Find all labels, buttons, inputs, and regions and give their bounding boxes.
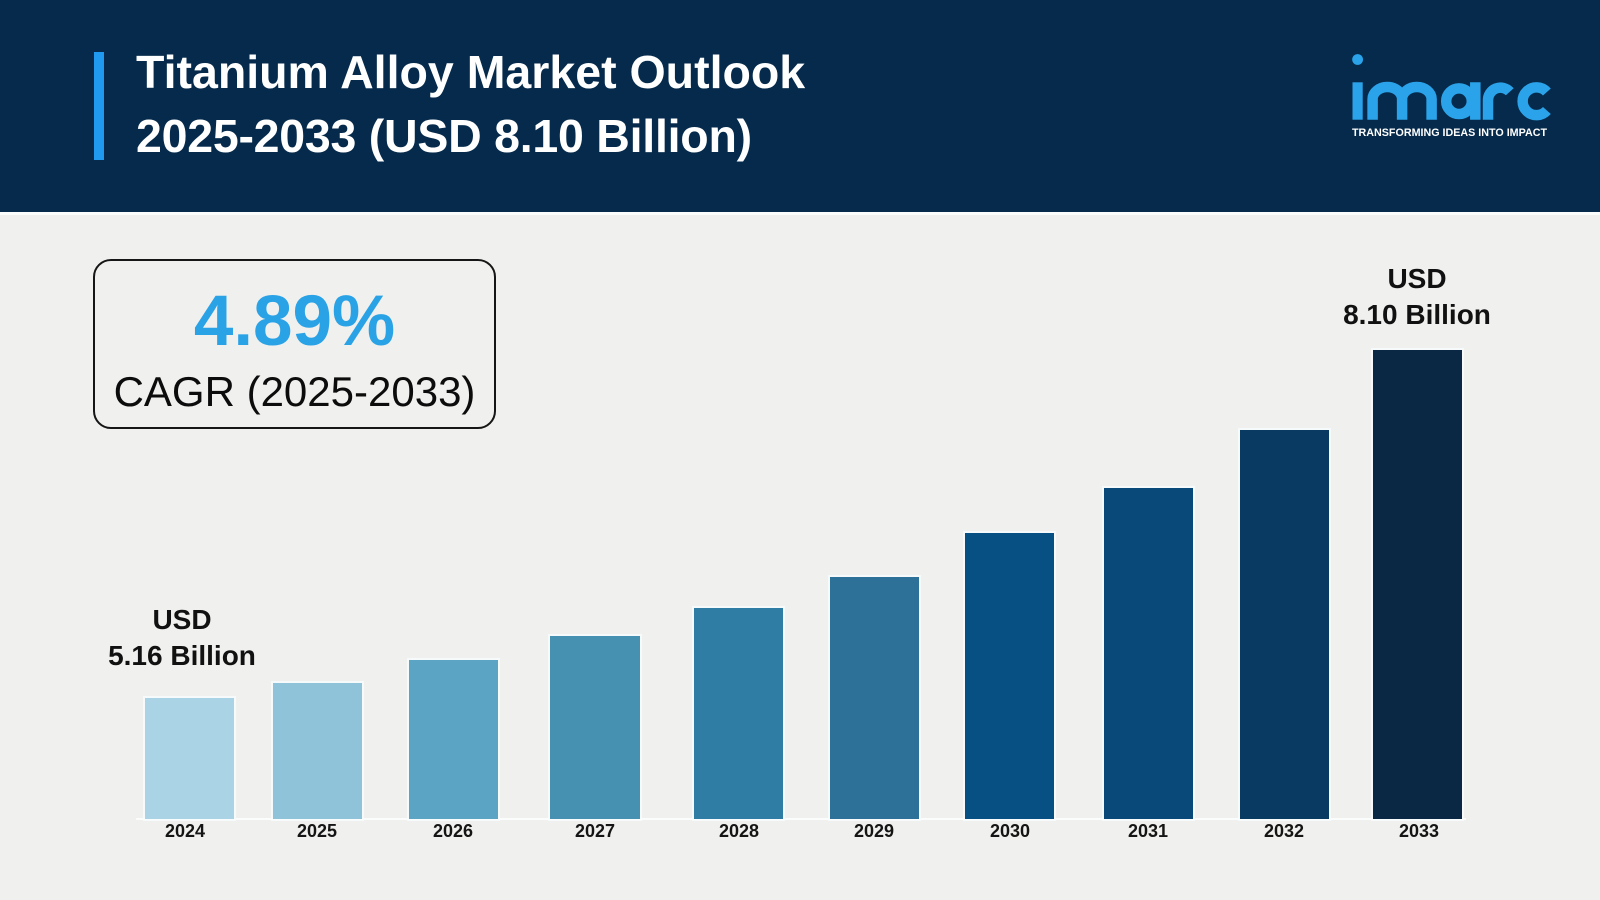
svg-text:TRANSFORMING IDEAS INTO IMPACT: TRANSFORMING IDEAS INTO IMPACT [1352,127,1547,139]
